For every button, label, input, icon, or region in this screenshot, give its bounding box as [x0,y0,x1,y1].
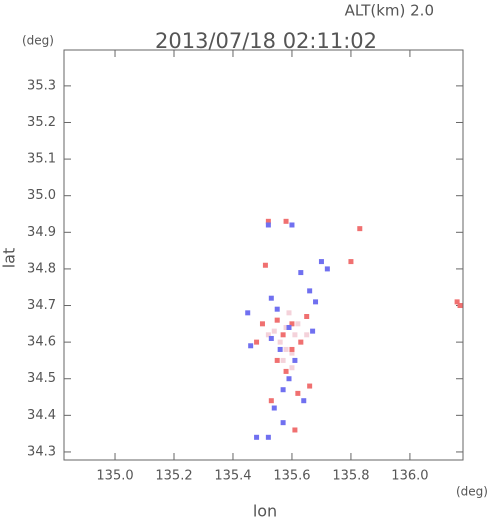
data-point [268,295,274,301]
data-point [248,343,254,349]
data-point [268,398,274,404]
data-point [289,346,295,352]
data-point [313,299,319,305]
x-tick-label: 135.6 [273,469,310,484]
data-point [304,314,310,319]
data-point [271,405,277,411]
y-tick-label: 35.3 [27,78,56,93]
data-point [454,299,460,305]
chart-title: 2013/07/18 02:11:02 [155,29,377,53]
data-point [310,328,316,334]
y-tick-label: 35.1 [27,152,56,167]
data-point [254,339,260,345]
data-point [348,259,354,265]
x-unit: (deg) [456,485,488,499]
data-point [274,306,280,312]
data-point [274,317,280,323]
data-point [457,303,463,309]
x-tick-label: 135.0 [96,469,133,484]
data-point [265,222,271,228]
x-tick-label: 135.4 [214,469,251,484]
x-tick-label: 135.8 [332,469,369,484]
data-point [268,335,274,341]
data-point [283,324,289,330]
data-point [289,222,295,228]
data-point [280,387,286,393]
data-point [286,376,292,382]
data-point [307,288,313,294]
data-point [292,332,298,338]
data-point [280,420,286,426]
y-tick-label: 34.8 [27,261,56,276]
y-tick-label: 34.4 [27,408,56,423]
data-point [265,434,271,440]
x-tick-label: 136.0 [391,469,428,484]
data-point [277,346,283,352]
y-tick-label: 34.6 [27,335,56,350]
data-point [265,218,271,224]
data-point [280,332,286,338]
data-point [280,357,286,363]
data-point [274,357,280,363]
y-tick-label: 35.2 [27,115,56,130]
data-point [286,310,292,316]
data-point [301,398,307,404]
data-point [283,368,289,374]
data-point [283,346,289,352]
altitude-label: ALT(km) 2.0 [345,2,434,20]
y-tick-label: 35.0 [27,188,56,203]
data-point [254,434,260,440]
y-tick-label: 34.3 [27,444,56,459]
data-point [289,350,295,356]
data-point [295,321,301,327]
y-tick-label: 34.5 [27,371,56,386]
data-point [318,259,324,265]
data-point [307,383,313,389]
data-point [304,332,310,338]
y-axis-label: lat [0,248,19,269]
data-point [298,270,304,276]
data-point [245,310,251,316]
data-point [271,328,277,334]
data-point [262,262,268,268]
plot-frame [63,49,464,461]
x-tick-label: 135.2 [155,469,192,484]
data-point [324,266,330,272]
data-point [265,332,271,338]
data-point [357,226,363,232]
data-point [289,365,295,371]
data-point [259,321,265,327]
data-point [298,339,304,345]
y-unit: (deg) [22,34,54,48]
x-axis-label: lon [253,502,277,521]
data-point [286,324,292,330]
data-point [295,390,301,396]
data-point [292,427,298,433]
y-tick-label: 34.9 [27,225,56,240]
y-tick-label: 34.7 [27,298,56,313]
data-point [277,339,283,345]
data-point [292,357,298,363]
data-point [283,218,289,224]
data-point [289,321,295,327]
